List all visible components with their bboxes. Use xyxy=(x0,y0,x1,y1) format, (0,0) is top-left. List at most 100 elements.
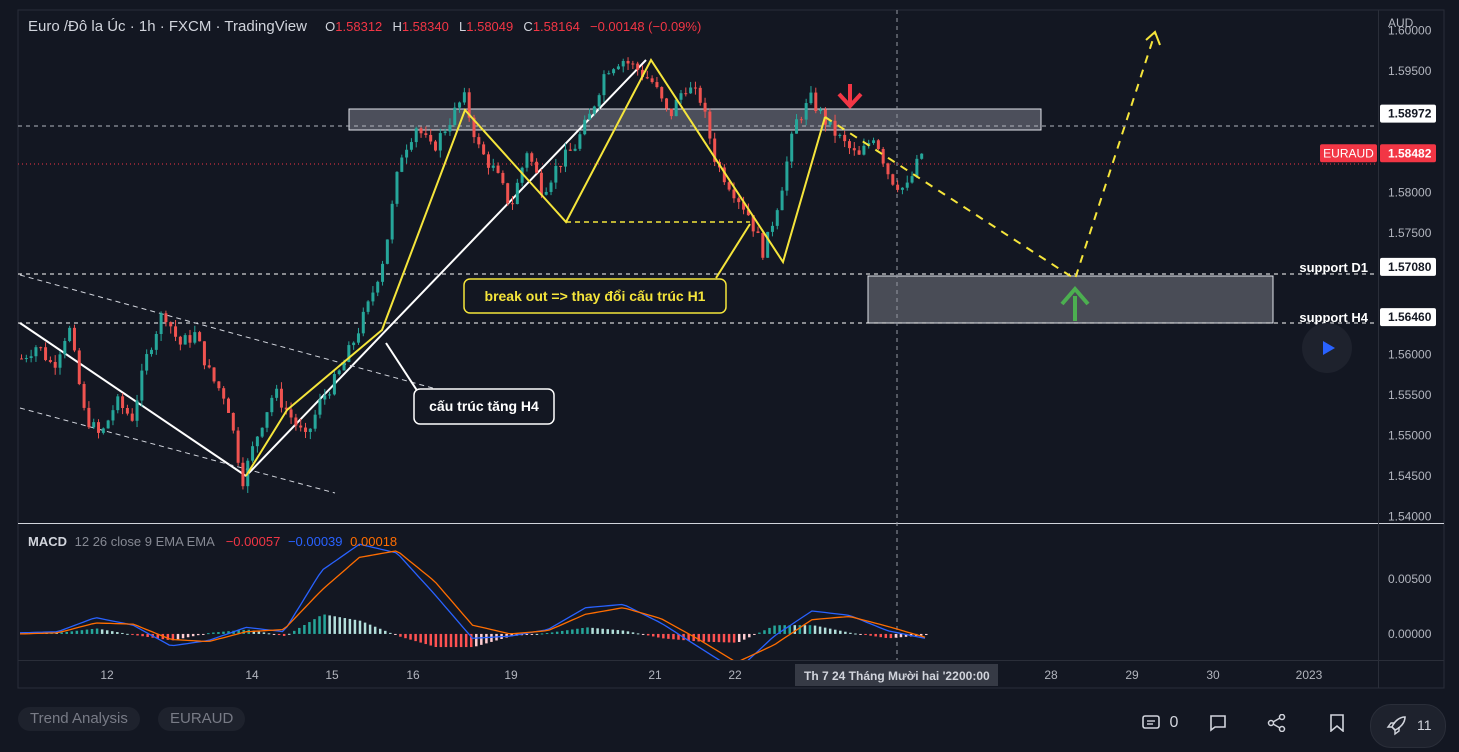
macd-bar xyxy=(641,633,645,635)
candle-body xyxy=(506,183,510,204)
candle-body xyxy=(467,92,471,118)
price-label-box xyxy=(1380,104,1436,123)
candle-body xyxy=(381,263,385,282)
candle-body xyxy=(92,422,96,428)
change-value: −0.00148 (−0.09%) xyxy=(589,19,702,34)
price-label-box xyxy=(1380,257,1436,276)
macd-bar xyxy=(298,627,301,634)
macd-bar xyxy=(839,630,842,634)
candle-body xyxy=(443,131,447,134)
macd-bar xyxy=(576,628,579,634)
white-trend-down xyxy=(19,322,247,477)
macd-bar xyxy=(788,625,791,634)
candle-body xyxy=(226,398,230,413)
candle-body xyxy=(236,430,240,463)
macd-bar xyxy=(333,616,336,634)
candle-body xyxy=(255,436,259,447)
macd-bar xyxy=(363,622,367,634)
macd-title: MACD xyxy=(28,534,67,549)
tag-trend-analysis[interactable]: Trend Analysis xyxy=(18,707,140,731)
macd-bar xyxy=(636,633,640,635)
candle-body xyxy=(87,407,91,428)
candle-body xyxy=(592,106,596,114)
macd-bar xyxy=(748,633,751,638)
candle-body xyxy=(34,347,38,357)
candle-body xyxy=(371,292,375,302)
flag-button[interactable] xyxy=(1208,714,1228,737)
macd-bar xyxy=(196,633,200,636)
macd-bar xyxy=(768,627,771,634)
macd-bar xyxy=(378,628,382,634)
candle-body xyxy=(795,119,799,134)
candle-body xyxy=(24,358,28,360)
candle-body xyxy=(539,172,543,195)
candle-body xyxy=(414,128,418,143)
macd-bar xyxy=(596,628,599,634)
candle-body xyxy=(689,87,693,94)
yellow-projection xyxy=(824,32,1156,281)
candle-body xyxy=(462,92,466,103)
candle-body xyxy=(77,350,81,385)
comments-count: 0 xyxy=(1169,714,1179,732)
candle-body xyxy=(318,399,322,415)
candle-body xyxy=(53,361,57,368)
candle-body xyxy=(482,144,486,155)
candle-body xyxy=(578,134,582,149)
flag-icon xyxy=(1210,715,1226,732)
candle-body xyxy=(602,74,606,96)
macd-bar xyxy=(560,630,564,634)
macd-tick: 0.00500 xyxy=(1388,572,1432,586)
candle-body xyxy=(833,120,837,136)
tag-euraud[interactable]: EURAUD xyxy=(158,707,246,731)
time-tick: 30 xyxy=(1206,668,1220,682)
boost-button[interactable]: 11 xyxy=(1370,704,1446,748)
candle-body xyxy=(698,87,702,103)
chart-legend: Euro /Đô la Úc · 1h · FXCM · TradingView… xyxy=(28,18,701,35)
low-value: 1.58049 xyxy=(466,19,514,34)
share-button[interactable] xyxy=(1267,713,1287,737)
yellow-zigzag xyxy=(245,58,826,477)
macd-bar xyxy=(338,617,342,634)
candle-body xyxy=(881,148,885,164)
macd-bar xyxy=(399,633,402,637)
candle-body xyxy=(809,92,813,104)
candle-body xyxy=(361,311,365,334)
macd-bar xyxy=(662,633,665,639)
macd-lines xyxy=(19,543,926,660)
candle-body xyxy=(891,174,895,185)
replay-button[interactable] xyxy=(1302,323,1352,373)
candle-body xyxy=(857,150,861,155)
macd-bar xyxy=(207,633,210,635)
signal-line xyxy=(19,550,926,660)
macd-bar xyxy=(409,633,412,640)
macd-bar xyxy=(389,632,392,634)
candle-body xyxy=(63,341,67,355)
candle-body xyxy=(708,111,712,139)
macd-bar xyxy=(419,633,422,643)
macd-bar xyxy=(581,628,584,634)
price-tick: 1.56000 xyxy=(1388,347,1432,361)
crosshair-time: 00:00 xyxy=(959,669,990,683)
arrow-up-icon xyxy=(1060,285,1090,321)
macd-bar xyxy=(257,631,261,634)
macd-bar xyxy=(348,618,352,634)
breakout-label: break out => thay đổi cấu trúc H1 xyxy=(485,288,706,304)
macd-bar xyxy=(803,625,807,634)
macd-bar xyxy=(874,633,877,637)
candle-body xyxy=(612,69,616,74)
macd-bar xyxy=(80,630,84,634)
bookmark-button[interactable] xyxy=(1328,714,1346,737)
macd-bar xyxy=(217,632,220,634)
macd-bar xyxy=(490,633,493,642)
candle-body xyxy=(145,354,149,371)
comments-button[interactable]: 0 xyxy=(1141,714,1178,732)
candle-body xyxy=(838,134,842,136)
candle-body xyxy=(419,128,423,134)
candle-body xyxy=(530,153,534,162)
macd-bar xyxy=(439,633,443,648)
macd-bar xyxy=(353,619,357,634)
macd-bar xyxy=(146,633,149,637)
macd-bar xyxy=(611,629,615,634)
macd-bar xyxy=(555,631,559,634)
